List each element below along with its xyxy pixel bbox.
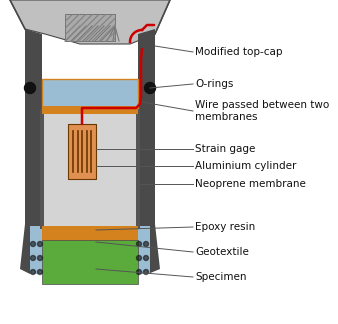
Polygon shape xyxy=(10,0,170,44)
Bar xyxy=(42,232,138,242)
Bar xyxy=(136,109,140,229)
Bar xyxy=(42,106,138,114)
Circle shape xyxy=(144,241,148,247)
Circle shape xyxy=(38,256,43,260)
Bar xyxy=(30,226,44,274)
Polygon shape xyxy=(20,224,50,274)
Bar xyxy=(65,14,115,41)
Text: O-rings: O-rings xyxy=(195,79,233,89)
Text: Neoprene membrane: Neoprene membrane xyxy=(195,179,306,189)
Text: Epoxy resin: Epoxy resin xyxy=(195,222,255,232)
Text: Modified top-cap: Modified top-cap xyxy=(195,47,283,57)
Text: Wire passed between two
membranes: Wire passed between two membranes xyxy=(195,100,329,122)
Bar xyxy=(68,124,96,179)
Text: Geotextile: Geotextile xyxy=(195,247,249,257)
Bar xyxy=(65,14,115,41)
Circle shape xyxy=(144,270,148,274)
Text: Aluminium cylinder: Aluminium cylinder xyxy=(195,161,296,171)
Bar xyxy=(136,226,150,274)
Bar xyxy=(42,79,138,109)
Circle shape xyxy=(137,241,142,247)
Circle shape xyxy=(137,270,142,274)
Circle shape xyxy=(24,83,35,94)
Circle shape xyxy=(144,256,148,260)
Text: Specimen: Specimen xyxy=(195,272,246,282)
Circle shape xyxy=(38,241,43,247)
Text: Strain gage: Strain gage xyxy=(195,144,256,154)
Bar xyxy=(40,109,44,229)
Polygon shape xyxy=(25,29,42,224)
Circle shape xyxy=(30,256,35,260)
Bar xyxy=(42,111,138,229)
Bar xyxy=(42,226,138,234)
Circle shape xyxy=(145,83,155,94)
Circle shape xyxy=(137,256,142,260)
Polygon shape xyxy=(128,224,160,274)
Circle shape xyxy=(30,241,35,247)
Circle shape xyxy=(38,270,43,274)
Bar xyxy=(42,240,138,284)
Circle shape xyxy=(30,270,35,274)
Polygon shape xyxy=(138,29,155,224)
